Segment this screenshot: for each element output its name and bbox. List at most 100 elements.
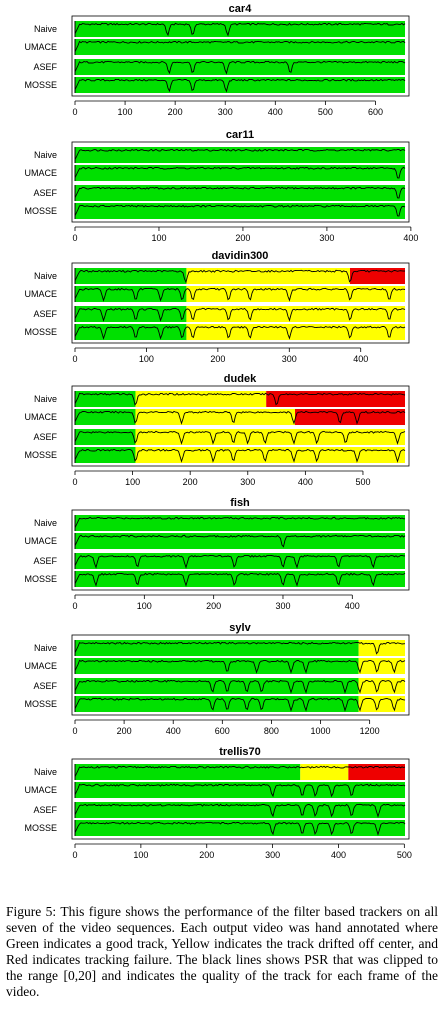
psr-line: [74, 783, 406, 798]
plot-frame: [71, 758, 410, 840]
x-tick-label: 0: [72, 601, 77, 611]
tracker-label: MOSSE: [24, 574, 57, 584]
tracker-label: UMACE: [24, 42, 57, 52]
panel-title: davidin300: [212, 250, 269, 262]
psr-line: [74, 821, 406, 836]
psr-line: [74, 269, 406, 284]
tracker-label: UMACE: [24, 536, 57, 546]
x-tick-label: 300: [265, 850, 280, 860]
panel-title: fish: [230, 497, 250, 509]
x-tick-label: 800: [264, 726, 279, 736]
x-tick-label: 500: [355, 477, 370, 487]
psr-line: [74, 534, 406, 548]
track-segment-fail: [295, 409, 405, 425]
x-tick-label: 100: [118, 107, 133, 117]
track-segment-drift: [135, 409, 295, 425]
track-segment-drift: [186, 268, 350, 284]
x-tick-label: 200: [117, 726, 132, 736]
psr-line: [74, 659, 406, 674]
psr-line: [74, 166, 406, 179]
panel-sylv: sylv Naive UMACE ASEF MOSSE 0 200 400 600 800 1000…: [24, 622, 410, 736]
x-tick-label: 200: [183, 477, 198, 487]
x-tick-label: 0: [72, 233, 77, 243]
track-segment-good: [75, 447, 136, 463]
x-tick-label: 200: [206, 601, 221, 611]
tracker-label: UMACE: [24, 661, 57, 671]
x-tick-label: 500: [397, 850, 412, 860]
figure-caption: Figure 5: This figure shows the performa…: [6, 904, 438, 1000]
x-tick-label: 100: [133, 850, 148, 860]
track-segment-good: [75, 782, 405, 798]
track-segment-good: [75, 429, 136, 445]
track-segment-good: [75, 21, 405, 37]
x-tick-label: 600: [368, 107, 383, 117]
tracker-label: Naive: [34, 271, 57, 281]
tracker-label: MOSSE: [24, 450, 57, 460]
panel-davidin300: davidin300 Naive UMACE ASEF MOSSE 0 100 200 300 4…: [24, 250, 410, 364]
x-tick-label: 400: [166, 726, 181, 736]
psr-line: [74, 572, 406, 587]
x-tick-label: 200: [168, 107, 183, 117]
x-tick-label: 0: [72, 850, 77, 860]
psr-line: [74, 60, 406, 75]
x-tick-label: 400: [403, 233, 418, 243]
plot-frame: [71, 634, 410, 716]
panel-title: car4: [229, 3, 253, 15]
tracker-label: ASEF: [33, 309, 57, 319]
tracker-label: ASEF: [33, 556, 57, 566]
tracker-label: UMACE: [24, 168, 57, 178]
psr-line: [74, 186, 406, 199]
tracker-label: UMACE: [24, 785, 57, 795]
tracker-label: Naive: [34, 518, 57, 528]
tracker-label: MOSSE: [24, 699, 57, 709]
x-tick-label: 300: [218, 107, 233, 117]
psr-line: [74, 430, 406, 445]
psr-line: [74, 40, 406, 52]
caption-label: Figure 5:: [6, 904, 57, 919]
psr-line: [74, 204, 406, 217]
track-segment-good: [75, 147, 405, 163]
tracker-label: MOSSE: [24, 327, 57, 337]
track-segment-drift: [135, 447, 406, 463]
x-tick-label: 300: [282, 354, 297, 364]
plot-frame: [71, 141, 410, 223]
tracker-label: ASEF: [33, 681, 57, 691]
tracker-label: ASEF: [33, 432, 57, 442]
x-tick-label: 400: [268, 107, 283, 117]
plot-frame: [71, 385, 410, 467]
panel-title: sylv: [229, 622, 251, 634]
psr-line: [74, 448, 406, 463]
x-tick-label: 100: [125, 477, 140, 487]
track-segment-drift: [135, 391, 267, 407]
psr-line: [74, 287, 406, 302]
caption-text: This figure shows the performance of the…: [6, 904, 438, 999]
psr-line: [74, 410, 406, 425]
track-segment-good: [75, 764, 301, 780]
x-tick-label: 0: [72, 354, 77, 364]
x-tick-label: 200: [199, 850, 214, 860]
track-segment-good: [75, 640, 359, 656]
tracker-label: MOSSE: [24, 206, 57, 216]
psr-line: [74, 325, 406, 340]
x-tick-label: 100: [139, 354, 154, 364]
plot-frame: [71, 262, 410, 344]
tracker-performance-figure: car4 Naive UMACE ASEF MOSSE 0 100 200 300 400 500 6…: [24, 3, 418, 860]
panel-title: dudek: [224, 373, 257, 385]
tracker-label: Naive: [34, 767, 57, 777]
track-segment-good: [75, 515, 405, 531]
panel-car4: car4 Naive UMACE ASEF MOSSE 0 100 200 300 400 500 6…: [24, 3, 410, 117]
psr-line: [74, 554, 405, 569]
track-segment-good: [75, 658, 359, 674]
track-segment-good: [75, 77, 405, 93]
track-segment-drift: [186, 286, 405, 302]
track-segment-good: [75, 286, 187, 302]
x-tick-label: 1200: [360, 726, 380, 736]
x-tick-label: 400: [353, 354, 368, 364]
x-tick-label: 400: [331, 850, 346, 860]
panel-trellis70: trellis70 Naive UMACE ASEF MOSSE 0 100 200 300 40…: [24, 746, 411, 860]
track-segment-good: [75, 571, 405, 587]
tracker-label: Naive: [34, 150, 57, 160]
psr-line: [74, 148, 406, 160]
psr-line: [74, 679, 406, 694]
x-tick-label: 600: [215, 726, 230, 736]
